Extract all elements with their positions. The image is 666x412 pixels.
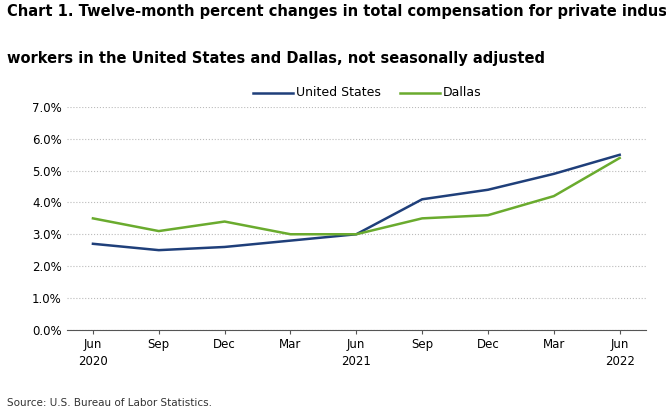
United States: [418, 197, 426, 202]
Dallas: [550, 194, 558, 199]
Text: Source: U.S. Bureau of Labor Statistics.: Source: U.S. Bureau of Labor Statistics.: [7, 398, 212, 408]
United States: [155, 248, 163, 253]
Text: Dallas: Dallas: [443, 86, 482, 99]
United States: [352, 232, 360, 237]
Dallas: [220, 219, 228, 224]
United States: [615, 152, 623, 157]
Dallas: [286, 232, 294, 237]
Dallas: [615, 155, 623, 160]
Text: United States: United States: [296, 86, 381, 99]
Dallas: [89, 216, 97, 221]
Text: workers in the United States and Dallas, not seasonally adjusted: workers in the United States and Dallas,…: [7, 52, 545, 66]
Line: United States: United States: [93, 155, 619, 250]
Dallas: [155, 229, 163, 234]
United States: [286, 238, 294, 243]
Dallas: [418, 216, 426, 221]
United States: [550, 171, 558, 176]
United States: [484, 187, 492, 192]
Line: Dallas: Dallas: [93, 158, 619, 234]
United States: [220, 244, 228, 249]
Text: Chart 1. Twelve-month percent changes in total compensation for private industry: Chart 1. Twelve-month percent changes in…: [7, 4, 666, 19]
Dallas: [352, 232, 360, 237]
United States: [89, 241, 97, 246]
Dallas: [484, 213, 492, 218]
